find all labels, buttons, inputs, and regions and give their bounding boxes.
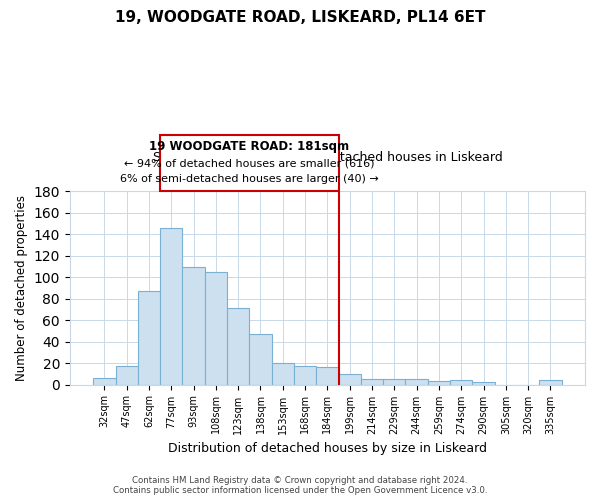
Bar [539,380,562,384]
Bar [294,366,316,384]
Title: Size of property relative to detached houses in Liskeard: Size of property relative to detached ho… [152,150,502,164]
Bar [383,379,406,384]
Bar [450,380,472,384]
FancyBboxPatch shape [160,136,338,191]
Bar [160,228,182,384]
Bar [250,334,272,384]
Bar [182,268,205,384]
Bar [272,363,294,384]
Bar [138,291,160,384]
Y-axis label: Number of detached properties: Number of detached properties [15,195,28,381]
Bar [361,379,383,384]
Text: 19, WOODGATE ROAD, LISKEARD, PL14 6ET: 19, WOODGATE ROAD, LISKEARD, PL14 6ET [115,10,485,25]
Bar [472,382,494,384]
X-axis label: Distribution of detached houses by size in Liskeard: Distribution of detached houses by size … [168,442,487,455]
Text: ← 94% of detached houses are smaller (616): ← 94% of detached houses are smaller (61… [124,158,374,168]
Text: 19 WOODGATE ROAD: 181sqm: 19 WOODGATE ROAD: 181sqm [149,140,349,153]
Text: Contains HM Land Registry data © Crown copyright and database right 2024.
Contai: Contains HM Land Registry data © Crown c… [113,476,487,495]
Bar [93,378,116,384]
Bar [338,374,361,384]
Bar [316,368,338,384]
Bar [116,366,138,384]
Bar [205,272,227,384]
Bar [227,308,250,384]
Text: 6% of semi-detached houses are larger (40) →: 6% of semi-detached houses are larger (4… [120,174,379,184]
Bar [428,382,450,384]
Bar [406,379,428,384]
